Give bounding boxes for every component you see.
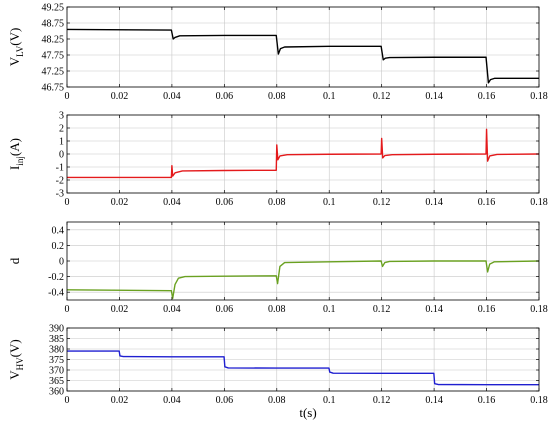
y-tick-label: -2 [56, 176, 64, 187]
x-tick-label: 0.02 [111, 197, 129, 208]
y-axis-label-unit: (A) [7, 138, 22, 156]
y-tick-label: 3 [59, 111, 64, 122]
y-tick-label: 380 [49, 345, 64, 356]
x-tick-label: 0.12 [373, 304, 391, 315]
x-tick-label: 0.12 [373, 395, 391, 406]
x-tick-label: 0 [65, 197, 70, 208]
y-tick-label: 47.75 [42, 51, 65, 62]
y-tick-label: 0 [59, 257, 64, 268]
y-tick-label: 0.2 [52, 241, 65, 252]
y-tick-label: 2 [59, 124, 64, 135]
x-tick-label: 0.08 [268, 91, 286, 102]
y-tick-label: 390 [49, 324, 64, 335]
x-tick-label: 0.1 [323, 197, 336, 208]
y-axis-label-subscript: inj [15, 156, 25, 166]
y-tick-label: 0.4 [52, 225, 65, 236]
x-tick-label: 0.04 [163, 304, 181, 315]
x-tick-label: 0.16 [478, 91, 496, 102]
y-tick-label: 48.25 [42, 35, 65, 46]
x-tick-label: 0.14 [425, 197, 443, 208]
y-axis-label: d [7, 257, 22, 264]
y-axis-label-main: V [7, 56, 22, 66]
chart-panel-1: 0 0.02 0.04 0.06 0.08 0.1 0.12 0.14 0.16 0.18 46.7… [7, 3, 548, 103]
x-tick-label: 0.04 [163, 91, 181, 102]
y-tick-label: -3 [56, 189, 64, 200]
y-tick-label: 365 [49, 376, 64, 387]
y-tick-label: 0 [59, 150, 64, 161]
y-axis-label: Iinj(A) [7, 138, 25, 170]
x-tick-label: 0.16 [478, 197, 496, 208]
x-tick-label: 0.18 [530, 395, 548, 406]
y-tick-label: 46.75 [42, 83, 65, 94]
y-tick-label: 375 [49, 355, 64, 366]
plot-frame [66, 6, 540, 88]
series-line-3-1 [66, 260, 540, 300]
y-axis-label-subscript: LV [15, 45, 25, 57]
x-tick-label: 0.12 [373, 91, 391, 102]
x-axis-label: t(s) [299, 405, 316, 420]
series-line-1-1 [66, 28, 539, 84]
x-tick-label: 0.18 [530, 197, 548, 208]
chart-panel-2: 0 0.02 0.04 0.06 0.08 0.1 0.12 0.14 0.16 0.18 -3 -2… [7, 111, 548, 209]
x-tick-label: 0.12 [373, 197, 391, 208]
y-tick-label: 360 [49, 387, 64, 398]
x-tick-label: 0.06 [216, 91, 234, 102]
y-tick-label: -0.4 [48, 288, 64, 299]
y-axis-label-subscript: HV [15, 357, 25, 370]
x-tick-label: 0.04 [163, 197, 181, 208]
y-tick-label: 370 [49, 366, 64, 377]
y-axis-label-unit: (V) [7, 28, 22, 46]
y-axis-label: VHV(V) [7, 339, 25, 379]
y-axis-label-main: d [7, 257, 22, 264]
x-tick-label: 0.16 [478, 395, 496, 406]
x-tick-label: 0.08 [268, 197, 286, 208]
x-tick-label: 0.1 [323, 91, 336, 102]
series-line-2-1 [67, 128, 540, 179]
y-axis-label-main: V [7, 370, 22, 380]
x-tick-label: 0.04 [163, 395, 181, 406]
y-tick-label: -1 [56, 163, 64, 174]
x-tick-label: 0 [65, 304, 70, 315]
x-tick-label: 0.18 [530, 304, 548, 315]
y-axis-label-unit: (V) [7, 339, 22, 357]
y-axis-label-main: I [7, 166, 22, 170]
y-tick-label: 48.75 [42, 19, 65, 30]
x-tick-label: 0.02 [111, 395, 129, 406]
x-tick-label: 0.02 [111, 91, 129, 102]
y-tick-label: 385 [49, 334, 64, 345]
x-tick-label: 0 [65, 395, 70, 406]
x-tick-label: 0.16 [478, 304, 496, 315]
x-tick-label: 0.1 [323, 395, 336, 406]
y-tick-label: 47.25 [42, 67, 65, 78]
x-tick-label: 0.06 [216, 197, 234, 208]
x-tick-label: 0.14 [425, 304, 443, 315]
x-tick-label: 0 [65, 91, 70, 102]
x-tick-label: 0.14 [425, 395, 443, 406]
series-line-4-1 [67, 350, 539, 386]
x-tick-label: 0.08 [268, 304, 286, 315]
x-tick-label: 0.06 [216, 395, 234, 406]
x-tick-label: 0.18 [530, 91, 548, 102]
x-tick-label: 0.02 [111, 304, 129, 315]
y-tick-label: 1 [59, 137, 64, 148]
chart-panel-4: 0 0.02 0.04 0.06 0.08 0.1 0.12 0.14 0.16 0.183603… [7, 324, 548, 407]
x-tick-label: 0.08 [268, 395, 286, 406]
chart-panels: 0 0.02 0.04 0.06 0.08 0.1 0.12 0.14 0.16 0.1846.7… [7, 3, 548, 407]
y-axis-label: VLV(V) [7, 28, 25, 67]
y-tick-label: -0.2 [48, 272, 64, 283]
y-tick-label: 49.25 [42, 3, 65, 14]
x-tick-label: 0.14 [425, 91, 443, 102]
chart-panel-3: 0 0.02 0.04 0.06 0.08 0.1 0.12 0.14 0.16 0.18 -0.4… [7, 221, 548, 315]
x-tick-label: 0.1 [323, 304, 336, 315]
x-tick-label: 0.06 [216, 304, 234, 315]
